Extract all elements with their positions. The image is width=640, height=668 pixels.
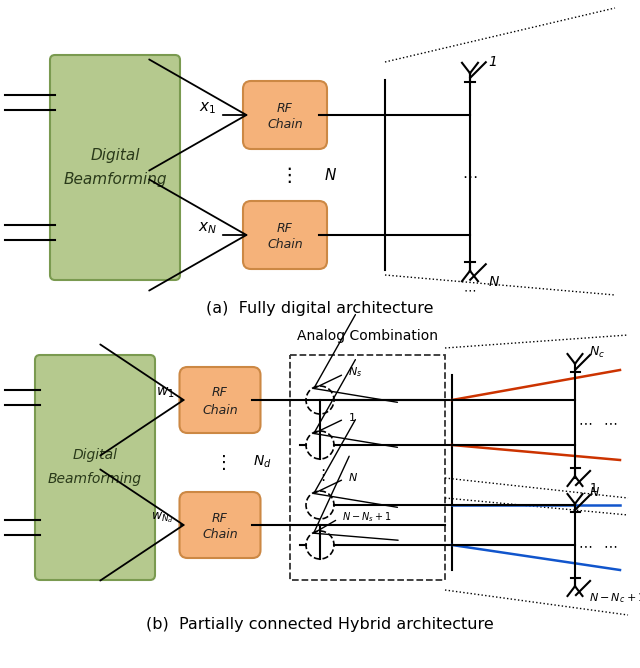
Text: $\cdots$: $\cdots$ <box>603 538 617 552</box>
FancyBboxPatch shape <box>35 355 155 580</box>
Text: $N$: $N$ <box>488 275 500 289</box>
Text: $w_1$: $w_1$ <box>156 386 174 400</box>
Text: $\cdots$: $\cdots$ <box>603 415 617 429</box>
Text: Analog Combination: Analog Combination <box>297 329 438 343</box>
Text: Digital: Digital <box>90 148 140 163</box>
Text: $1$: $1$ <box>348 411 356 423</box>
FancyBboxPatch shape <box>243 81 327 149</box>
Text: $x_N$: $x_N$ <box>198 220 218 236</box>
FancyBboxPatch shape <box>243 201 327 269</box>
Text: Chain: Chain <box>267 238 303 251</box>
Text: RF: RF <box>277 102 293 114</box>
Text: Chain: Chain <box>202 528 238 542</box>
Text: $x_1$: $x_1$ <box>200 100 216 116</box>
Text: Chain: Chain <box>202 403 238 417</box>
Bar <box>290 355 445 580</box>
Text: $\vdots$: $\vdots$ <box>214 452 226 472</box>
Text: 1: 1 <box>488 55 497 69</box>
Text: (b)  Partially connected Hybrid architecture: (b) Partially connected Hybrid architect… <box>146 617 494 633</box>
Text: $N$: $N$ <box>348 471 358 483</box>
Text: $w_{N_d}$: $w_{N_d}$ <box>150 511 173 525</box>
Text: $N-N_c+1$: $N-N_c+1$ <box>589 591 640 605</box>
Text: RF: RF <box>277 222 293 234</box>
Text: $\vdots$: $\vdots$ <box>278 165 291 185</box>
Text: RF: RF <box>212 512 228 524</box>
FancyBboxPatch shape <box>179 492 260 558</box>
Text: RF: RF <box>212 387 228 399</box>
Text: $N_d$: $N_d$ <box>253 454 271 470</box>
Text: Beamforming: Beamforming <box>63 172 167 187</box>
Text: $N_s$: $N_s$ <box>348 365 362 379</box>
Text: Beamforming: Beamforming <box>48 472 142 486</box>
Text: (a)  Fully digital architecture: (a) Fully digital architecture <box>206 301 434 315</box>
FancyBboxPatch shape <box>179 367 260 433</box>
Text: Digital: Digital <box>72 448 118 462</box>
Text: $\vdots$: $\vdots$ <box>315 467 325 483</box>
Text: $N-N_s+1$: $N-N_s+1$ <box>342 510 392 524</box>
FancyBboxPatch shape <box>50 55 180 280</box>
Text: $N$: $N$ <box>589 486 600 498</box>
Text: $\cdots$: $\cdots$ <box>578 538 592 552</box>
Text: $N$: $N$ <box>323 167 337 183</box>
Text: $N_c$: $N_c$ <box>589 345 605 359</box>
Text: $1$: $1$ <box>589 482 598 494</box>
Text: $\cdots$: $\cdots$ <box>463 283 477 297</box>
Text: $\cdots$: $\cdots$ <box>578 415 592 429</box>
Text: $\cdots$: $\cdots$ <box>462 168 477 182</box>
Text: Chain: Chain <box>267 118 303 132</box>
